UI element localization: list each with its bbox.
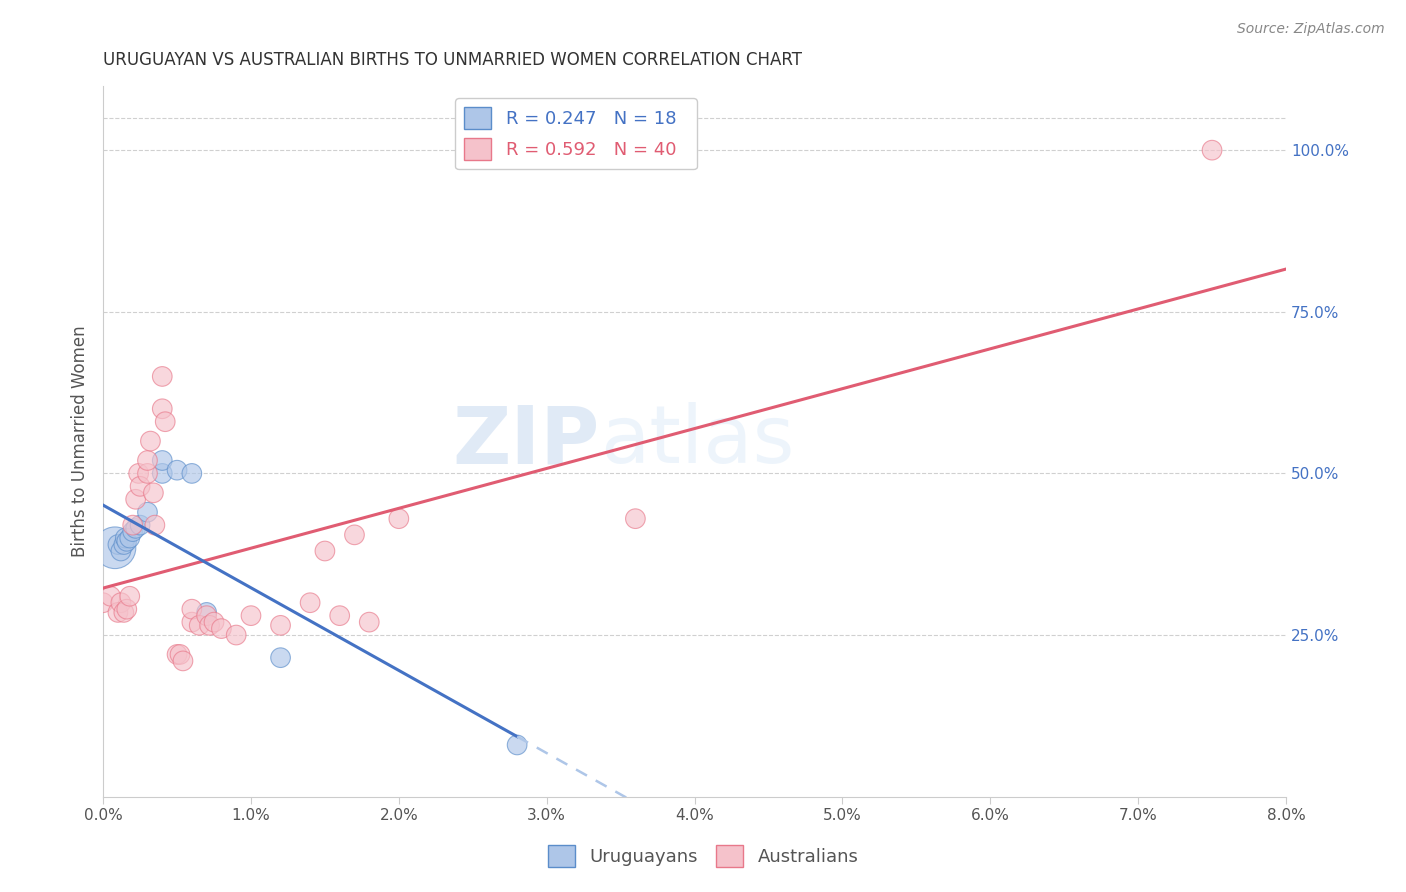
Legend: Uruguayans, Australians: Uruguayans, Australians [540, 838, 866, 874]
Legend: R = 0.247   N = 18  , R = 0.592   N = 40  : R = 0.247 N = 18 , R = 0.592 N = 40 [456, 98, 697, 169]
Point [110, 544, 132, 558]
Point [270, 650, 292, 665]
Point [107, 537, 129, 551]
Point [150, 467, 173, 481]
Point [115, 602, 138, 616]
Text: atlas: atlas [600, 402, 794, 480]
Point [139, 434, 162, 448]
Text: URUGUAYAN VS AUSTRALIAN BIRTHS TO UNMARRIED WOMEN CORRELATION CHART: URUGUAYAN VS AUSTRALIAN BIRTHS TO UNMARR… [103, 51, 803, 69]
Point [124, 521, 146, 535]
Point [112, 606, 135, 620]
Point [115, 534, 138, 549]
Point [110, 596, 132, 610]
Point [128, 467, 150, 481]
Point [166, 463, 188, 477]
Point [166, 648, 188, 662]
Point [388, 511, 411, 525]
Text: ZIP: ZIP [453, 402, 600, 480]
Point [114, 531, 136, 545]
Point [270, 618, 292, 632]
Point [209, 622, 232, 636]
Point [129, 479, 152, 493]
Point [195, 606, 218, 620]
Point [136, 453, 159, 467]
Point [136, 505, 159, 519]
Point [143, 518, 166, 533]
Point [314, 544, 336, 558]
Point [188, 618, 211, 632]
Point [240, 608, 263, 623]
Point [121, 518, 143, 533]
Text: Source: ZipAtlas.com: Source: ZipAtlas.com [1237, 22, 1385, 37]
Point [155, 415, 177, 429]
Point [150, 369, 173, 384]
Point [180, 615, 202, 629]
Point [329, 608, 352, 623]
Point [225, 628, 247, 642]
Point [506, 738, 529, 752]
Point [202, 615, 225, 629]
Point [180, 602, 202, 616]
Point [172, 654, 194, 668]
Point [104, 541, 127, 555]
Point [624, 511, 647, 525]
Point [169, 648, 191, 662]
Point [180, 467, 202, 481]
Point [121, 524, 143, 539]
Point [136, 467, 159, 481]
Point [195, 608, 218, 623]
Point [1201, 143, 1223, 157]
Point [150, 453, 173, 467]
Point [150, 401, 173, 416]
Point [198, 618, 221, 632]
Point [359, 615, 381, 629]
Point [112, 537, 135, 551]
Y-axis label: Births to Unmarried Women: Births to Unmarried Women [72, 326, 89, 557]
Point [299, 596, 322, 610]
Point [129, 518, 152, 533]
Point [343, 528, 366, 542]
Point [91, 596, 114, 610]
Point [118, 531, 141, 545]
Point [100, 589, 122, 603]
Point [118, 589, 141, 603]
Point [107, 606, 129, 620]
Point [124, 492, 146, 507]
Point [142, 485, 165, 500]
